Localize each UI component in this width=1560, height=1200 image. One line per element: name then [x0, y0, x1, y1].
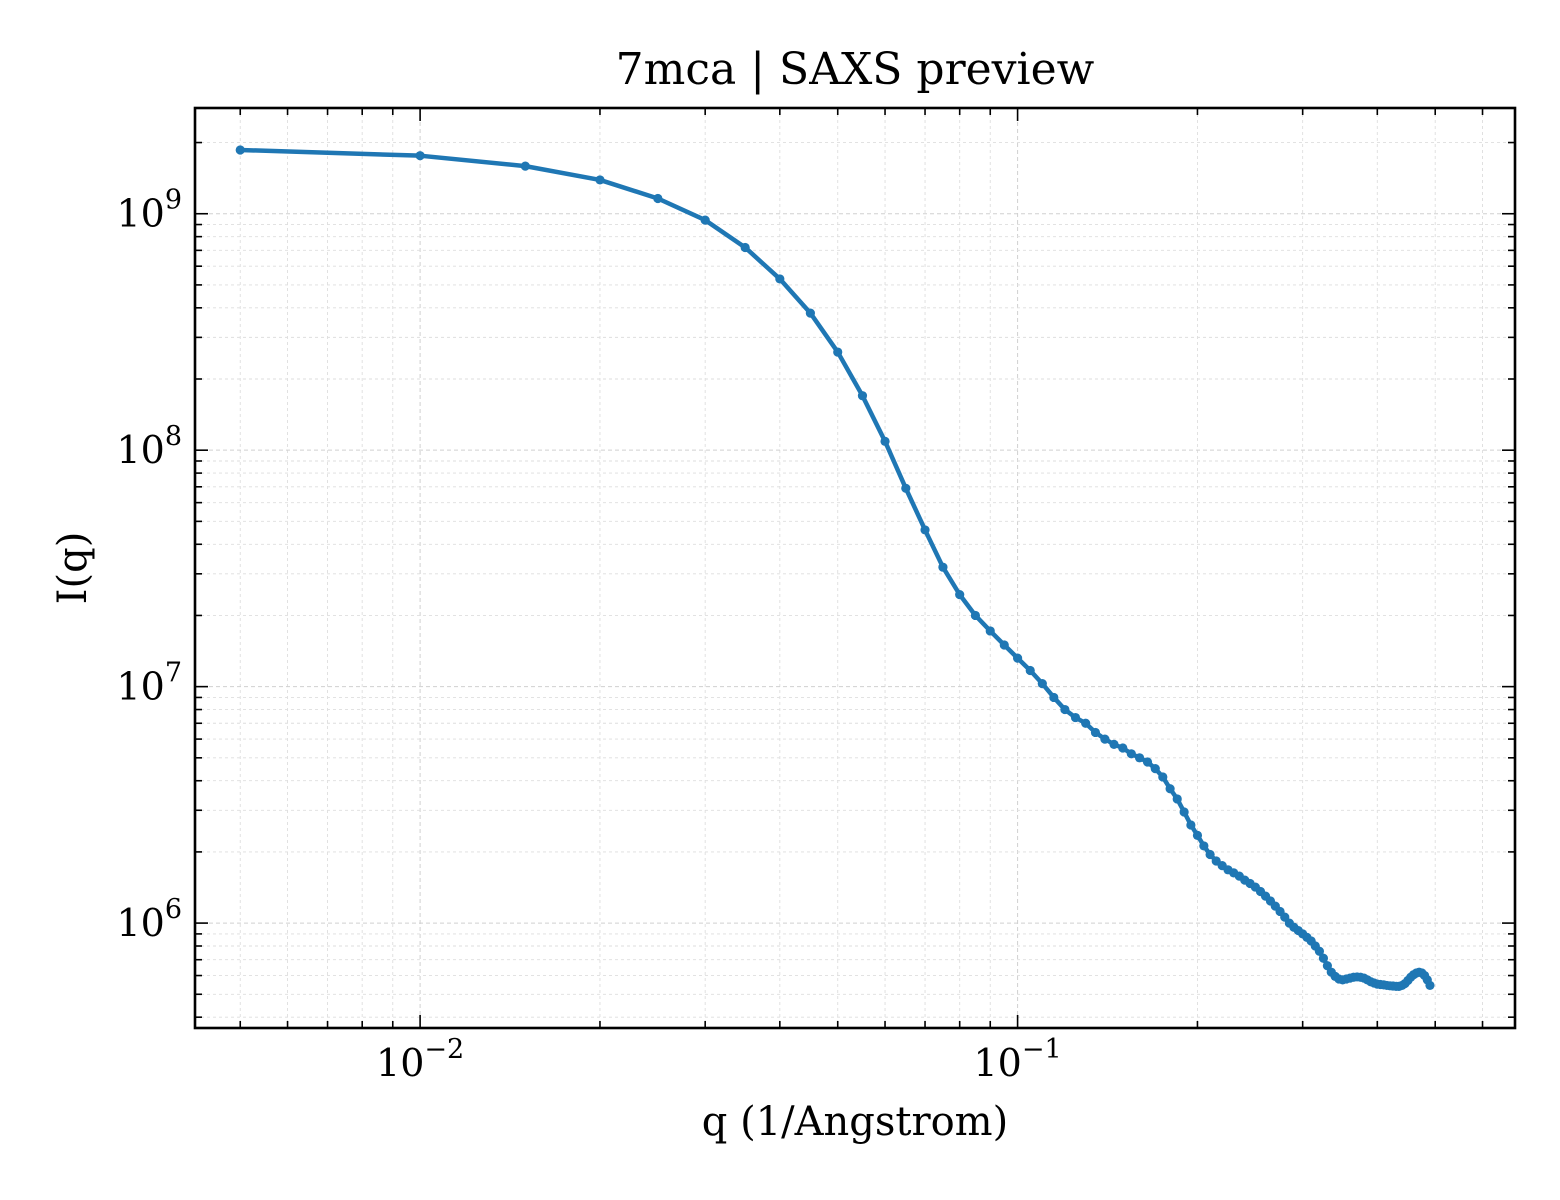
data-point	[1186, 820, 1196, 830]
data-point	[653, 193, 663, 204]
data-point	[805, 308, 815, 318]
data-point	[833, 347, 843, 357]
data-point	[1172, 794, 1182, 804]
data-point	[1070, 712, 1081, 723]
data-point	[700, 215, 710, 225]
data-point	[1318, 953, 1329, 963]
data-point	[1100, 734, 1110, 744]
data-point	[595, 175, 605, 185]
data-point	[1158, 772, 1168, 782]
data-point	[235, 145, 245, 155]
y-tick-label: 106	[116, 894, 182, 945]
data-point	[1192, 830, 1203, 840]
data-point	[970, 610, 981, 621]
data-point	[1142, 757, 1153, 767]
data-point	[920, 525, 930, 535]
data-point	[1037, 679, 1047, 689]
data-point	[520, 161, 530, 171]
y-tick-label: 108	[116, 421, 182, 472]
data-point	[1012, 653, 1023, 663]
data-point	[740, 242, 750, 253]
y-axis-label: I(q)	[50, 532, 96, 605]
data-point	[1165, 784, 1175, 794]
data-point	[1179, 807, 1189, 817]
data-series	[235, 145, 1435, 991]
data-point	[1199, 841, 1209, 851]
chart-title: 7mca | SAXS preview	[616, 44, 1095, 95]
data-point	[415, 151, 425, 161]
data-point	[1049, 692, 1059, 703]
y-axis-tick-labels: 106 107 108 109	[116, 185, 182, 945]
data-point	[880, 436, 890, 446]
data-point	[938, 562, 948, 572]
data-point	[1205, 849, 1215, 860]
data-point	[1109, 739, 1119, 749]
data-point	[955, 590, 965, 600]
y-tick-label: 109	[116, 185, 182, 236]
data-point	[857, 391, 868, 401]
data-point	[775, 274, 785, 284]
data-point	[1081, 718, 1091, 728]
data-point	[1314, 946, 1325, 956]
x-tick-label: 10−1	[974, 1034, 1062, 1085]
data-point	[901, 483, 911, 493]
plot-frame	[193, 106, 1517, 1030]
data-point	[1126, 749, 1136, 759]
series-line	[237, 147, 1433, 989]
axis-ticks	[195, 108, 1515, 1028]
data-point	[1425, 980, 1435, 991]
data-point	[1150, 764, 1160, 774]
x-tick-label: 10−2	[376, 1034, 464, 1085]
data-point	[999, 640, 1009, 650]
data-point	[1134, 753, 1145, 763]
x-axis-tick-labels: 10−2 10−1	[376, 1034, 1062, 1085]
data-point	[1025, 665, 1035, 676]
x-axis-label: q (1/Angstrom)	[702, 1099, 1008, 1145]
grid	[195, 108, 1515, 1028]
data-point	[985, 626, 995, 636]
data-point	[1060, 704, 1070, 715]
data-point	[1118, 743, 1128, 753]
data-point	[1090, 727, 1101, 738]
y-tick-label: 107	[116, 658, 182, 709]
